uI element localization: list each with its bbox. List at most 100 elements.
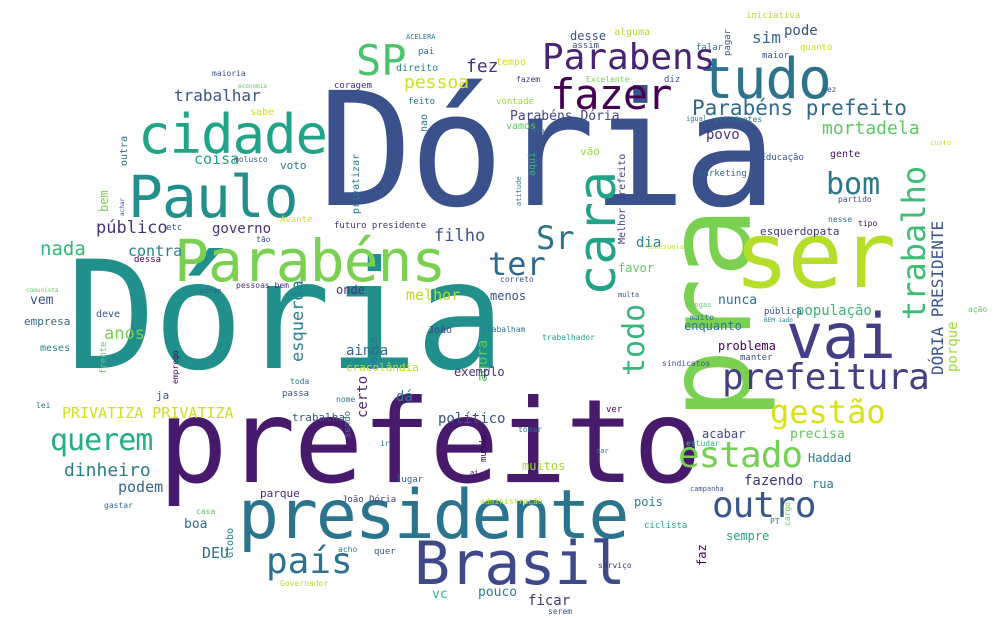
word-lei: lei: [36, 401, 51, 410]
word-sempre: sempre: [726, 529, 770, 543]
word-igual: igual: [686, 115, 708, 123]
word-mundo: mundo: [479, 434, 489, 462]
word-podem: podem: [118, 478, 164, 496]
word-vao: vão: [580, 145, 600, 158]
word-vem: vem: [30, 293, 54, 308]
word-ficar: ficar: [528, 593, 571, 609]
word-maior: maior: [762, 51, 790, 61]
word-estado: estado: [678, 435, 803, 476]
word-sabe: sabe: [250, 107, 275, 118]
word-atitude: atitude: [515, 176, 523, 206]
word-gestao: gestão: [770, 393, 886, 431]
word-emprego: emprego: [171, 350, 180, 384]
word-joao: João: [428, 325, 453, 336]
word-fez: fez: [466, 56, 499, 77]
word-governador: Governador: [280, 579, 329, 588]
word-sindicatos: sindicatos: [662, 359, 711, 368]
word-povo: povo: [706, 127, 740, 143]
word-sp: SP: [356, 36, 407, 85]
word-bom: bom: [826, 167, 881, 202]
word-desse: desse: [570, 29, 607, 43]
word-mortadela: mortadela: [822, 118, 920, 139]
word-pt: PT: [770, 517, 780, 526]
word-menos: menos: [490, 289, 527, 303]
word-drogas: drogas: [686, 301, 712, 309]
word-alguma: alguma: [614, 27, 651, 38]
word-pessoas-bem: pessoas bem: [236, 281, 289, 290]
word-manter: manter: [740, 353, 773, 363]
word-da: dá: [396, 389, 413, 405]
word-governo: governo: [212, 221, 272, 237]
word-problema: problema: [718, 339, 776, 353]
word-ter: ter: [488, 245, 546, 283]
word-ainda: ainda: [346, 343, 389, 359]
word-trabalhador: trabalhador: [542, 333, 595, 342]
word-contra: contra: [128, 242, 183, 260]
word-tipo: tipo: [858, 219, 878, 228]
word-avante: Avante: [280, 215, 313, 225]
word-coisa: coisa: [194, 150, 240, 168]
word-doria-top: Dória: [318, 59, 778, 243]
word-joao-doria: João Dória: [342, 495, 397, 505]
word-pode: pode: [784, 23, 818, 39]
word-assim: assim: [572, 41, 600, 51]
word-marketing: marketing: [698, 169, 747, 179]
word-haddad: Haddad: [808, 451, 852, 465]
word-tao: tão: [256, 235, 271, 244]
word-tempo: tempo: [496, 57, 527, 68]
word-nesse: nesse: [828, 215, 853, 224]
word-frente: frente: [99, 341, 109, 374]
word-passa: passa: [282, 389, 310, 399]
word-vontade: vontade: [496, 97, 534, 107]
word-fazer: fazer: [550, 70, 672, 119]
word-sr: Sr: [536, 219, 575, 257]
word-gastar: gastar: [104, 501, 133, 510]
word-etc: etc: [166, 223, 183, 233]
word-molusco: molusco: [234, 155, 268, 164]
word-dinheiro: dinheiro: [64, 460, 151, 481]
word-comunista: comunista: [26, 287, 59, 294]
word-vai: vai: [786, 300, 896, 373]
word-aqui: aqui: [527, 151, 538, 176]
word-acao: ação: [968, 305, 988, 314]
word-certo: certo: [355, 375, 371, 418]
word-faz: faz: [695, 544, 709, 566]
word-pais: país: [266, 541, 353, 582]
word-ir: ir: [380, 439, 390, 448]
word-dessa: dessa: [134, 255, 162, 265]
word-parabens-prefeito: Parabéns prefeito: [692, 96, 907, 120]
word-melhor-prefeito: Melhor prefeito: [617, 153, 628, 244]
word-rio: Rio: [532, 127, 545, 135]
word-ciclista: ciclista: [644, 521, 688, 531]
word-populacao: população: [796, 303, 872, 319]
word-outra: outra: [119, 135, 130, 166]
word-filho: filho: [434, 226, 486, 246]
word-exemplo: exemplo: [454, 365, 505, 379]
word-correto: correto: [500, 275, 534, 284]
word-estudar: estudar: [686, 439, 720, 448]
word-todo: todo: [617, 303, 652, 376]
word-parabens-2: Parabens: [542, 37, 716, 78]
word-pessoa: pessoa: [404, 72, 470, 93]
word-prefeitura: prefeitura: [722, 357, 930, 398]
word-onde: onde: [336, 283, 365, 297]
word-quer: quer: [374, 547, 396, 557]
word-estudantes: estudantes: [714, 115, 763, 124]
word-partido: partido: [838, 195, 872, 204]
word-presidente: presidente: [238, 476, 629, 555]
word-trabalhar: trabalhar: [174, 86, 261, 105]
word-pouco: pouco: [478, 585, 518, 600]
word-fazem: fazem: [516, 75, 541, 84]
word-deu: DEU: [202, 544, 230, 562]
word-multa: multa: [618, 291, 640, 299]
word-bem: bem: [97, 190, 111, 212]
word-nao: nao: [419, 113, 430, 132]
word-excelente: Excelente: [586, 75, 630, 84]
word-achar: achar: [119, 197, 126, 216]
word-publica: pública: [764, 307, 802, 317]
word-dar: dar: [596, 447, 609, 455]
word-lugar: lugar: [396, 475, 424, 485]
word-feito: feito: [408, 97, 436, 107]
word-vez: vez: [822, 85, 837, 94]
word-empresa: empresa: [24, 315, 71, 328]
